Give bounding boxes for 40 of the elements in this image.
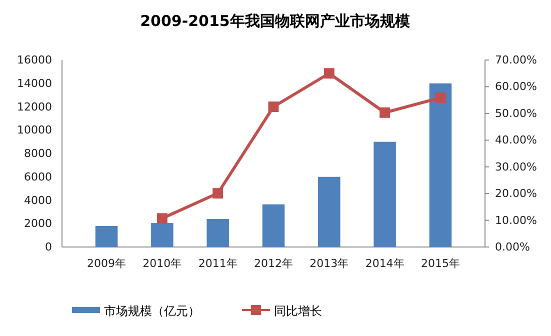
y2-tick-label: 40.00% [495, 134, 537, 147]
y-tick-label: 6000 [24, 170, 52, 184]
y2-tick-label: 0.00% [495, 240, 530, 254]
bar [318, 176, 340, 247]
bar [262, 204, 285, 247]
point [380, 107, 390, 118]
legend-label: 同比增长 [274, 304, 322, 318]
y2-tick-label: 50.00% [495, 106, 537, 120]
chart-title: 2009-2015年我国物联网产业市场规模 [140, 12, 411, 30]
x-tick-label: 2011年 [198, 256, 238, 270]
bar [429, 83, 452, 247]
point [435, 92, 446, 103]
x-tick-label: 2015年 [420, 256, 460, 270]
y2-tick-label: 70.00% [495, 54, 537, 67]
x-tick-label: 2010年 [142, 256, 182, 270]
y2-tick-label: 30.00% [495, 160, 537, 174]
bar [374, 142, 396, 247]
bar [95, 226, 118, 247]
legend-label: 市场规模（亿元） [104, 304, 200, 318]
y-tick-label: 14000 [17, 76, 52, 90]
x-tick-label: 2012年 [254, 256, 293, 270]
point [268, 102, 279, 112]
bar [206, 218, 229, 247]
y-tick-label: 2000 [24, 217, 52, 230]
point [212, 188, 224, 199]
x-tick-label: 2014年 [365, 256, 404, 270]
y-tick-label: 4000 [24, 194, 52, 207]
x-tick-label: 2013年 [310, 256, 349, 270]
y-tick-label: 8000 [24, 147, 52, 160]
y2-tick-label: 10.00% [495, 214, 537, 227]
y-tick-label: 16000 [17, 54, 52, 67]
y2-tick-label: 60.00% [495, 80, 537, 94]
y-tick-label: 10000 [17, 124, 52, 137]
bar [151, 223, 174, 247]
y-tick-label: 12000 [17, 100, 52, 114]
point [156, 213, 168, 224]
y2-tick-label: 20.00% [495, 187, 537, 200]
y-tick-label: 0 [45, 240, 52, 254]
x-tick-label: 2009年 [87, 256, 126, 270]
point [324, 68, 334, 79]
